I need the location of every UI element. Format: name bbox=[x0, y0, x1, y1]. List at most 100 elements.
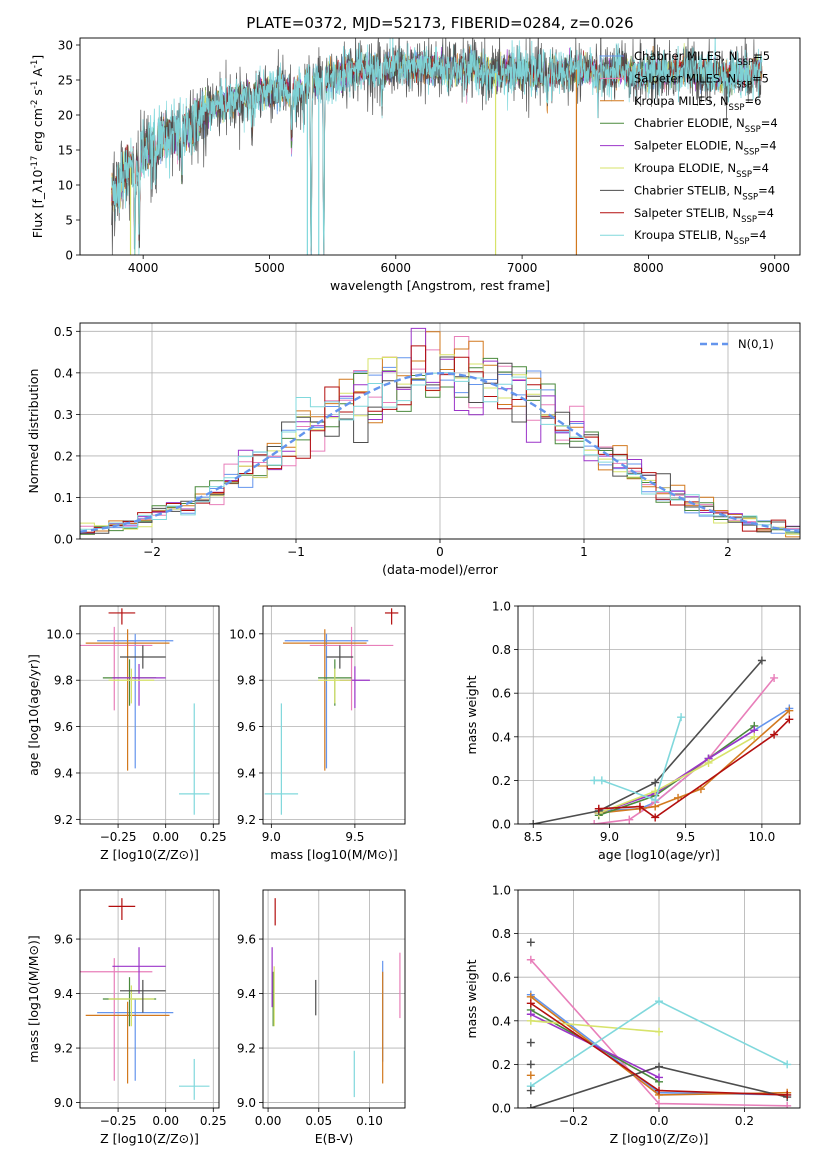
weight-marker bbox=[597, 776, 606, 785]
stacked-marker-3 bbox=[526, 1071, 535, 1080]
legend-label-0: Chabrier MILES, NSSP​=5 bbox=[634, 49, 770, 68]
weight-marker bbox=[770, 730, 779, 739]
plot-area-weight-vs-Z bbox=[526, 938, 792, 1108]
stacked-marker-2 bbox=[526, 1060, 535, 1069]
panels-layer: 4000 5000 6000 7000 8000 9000051015202530wave… bbox=[26, 37, 801, 1146]
y-tick-label: 0.5 bbox=[54, 325, 73, 339]
reference-legend-label: N(0,1) bbox=[738, 337, 774, 351]
y-axis-label: mass weight bbox=[464, 959, 479, 1038]
y-tick-label: 1.0 bbox=[492, 884, 511, 898]
panel-spectrum: 4000 5000 6000 7000 8000 9000 0 5 10 15 20 25 30 wave… bbox=[30, 37, 801, 293]
panel-residuals: −2 −1 0 1 2 0.0 0.1 0.2 0.3 0.4 0.5 (data-model)/er… bbox=[26, 322, 801, 577]
weight-marker bbox=[783, 1060, 792, 1069]
axes-frame bbox=[517, 889, 801, 1109]
x-axis-label: (data-model)/error bbox=[382, 562, 499, 577]
y-tick-label: 9.6 bbox=[237, 720, 256, 734]
histogram-step-7 bbox=[80, 345, 800, 533]
panel-weight-vs-Z: −0.2 0.0 0.2 0.0 0.2 0.4 0.6 0.8 1.0 Z [log10(Z/Z… bbox=[464, 884, 801, 1146]
plot-area-mass-vs-Z bbox=[80, 898, 210, 1100]
x-tick-label: 9.0 bbox=[262, 830, 281, 844]
legend-label-8: Kroupa STELIB, NSSP​=4 bbox=[634, 228, 766, 247]
y-tick-label: 0.6 bbox=[492, 687, 511, 701]
x-tick-label: 9000 bbox=[759, 261, 790, 275]
x-tick-label: 7000 bbox=[507, 261, 538, 275]
x-tick-label: 9.0 bbox=[600, 830, 619, 844]
weight-marker bbox=[785, 706, 794, 715]
x-tick-label: 0.2 bbox=[735, 1114, 754, 1128]
y-tick-label: 9.4 bbox=[237, 987, 256, 1001]
weight-marker bbox=[526, 999, 535, 1008]
legend-label-4: Salpeter ELODIE, NSSP​=4 bbox=[634, 139, 777, 158]
y-tick-label: 9.6 bbox=[54, 933, 73, 947]
weight-marker bbox=[590, 776, 599, 785]
y-tick-label: 9.0 bbox=[237, 1096, 256, 1110]
x-tick-label: 2 bbox=[724, 545, 732, 559]
weight-marker bbox=[655, 1086, 663, 1095]
plot-area-weight-vs-age bbox=[529, 656, 794, 824]
weight-line-5 bbox=[530, 1020, 660, 1033]
y-tick-label: 0.0 bbox=[492, 818, 511, 832]
weight-marker bbox=[655, 997, 663, 1006]
axes-frame bbox=[79, 889, 220, 1109]
legend-label-3: Chabrier ELODIE, NSSP​=4 bbox=[634, 116, 778, 135]
y-axis-label: mass [log10(M/M⊙)] bbox=[26, 935, 41, 1063]
x-axis-label: mass [log10(M/M⊙)] bbox=[270, 847, 398, 862]
x-tick-label: −0.25 bbox=[100, 830, 137, 844]
y-axis-label: Normed distribution bbox=[26, 369, 41, 494]
y-tick-label: 30 bbox=[58, 39, 73, 53]
y-tick-label: 0.1 bbox=[54, 491, 73, 505]
y-axis-label: Flux [f_λ10-17​ erg cm-2​ s-1​ A-1​] bbox=[30, 55, 45, 239]
y-tick-label: 9.0 bbox=[54, 1096, 73, 1110]
weight-marker bbox=[651, 778, 660, 787]
normal-reference-curve bbox=[80, 372, 800, 533]
weight-marker bbox=[651, 796, 660, 805]
x-tick-label: 9.5 bbox=[676, 830, 695, 844]
y-tick-label: 0.0 bbox=[54, 533, 73, 547]
y-tick-label: 0.0 bbox=[492, 1102, 511, 1116]
weight-marker bbox=[750, 732, 759, 741]
spectrum-line-8 bbox=[111, 38, 763, 255]
weight-marker bbox=[526, 1104, 535, 1108]
weight-marker bbox=[704, 758, 713, 767]
y-tick-label: 9.6 bbox=[54, 720, 73, 734]
plot-area-age-vs-mass bbox=[264, 608, 399, 815]
y-tick-label: 0.2 bbox=[492, 774, 511, 788]
plot-area-residuals bbox=[80, 327, 800, 538]
weight-line-4 bbox=[598, 729, 755, 814]
weight-marker bbox=[674, 793, 683, 802]
y-tick-label: 10.0 bbox=[229, 627, 256, 641]
y-axis-label: age [log10(age/yr)] bbox=[26, 654, 41, 776]
y-tick-label: 15 bbox=[58, 144, 73, 158]
y-tick-label: 9.4 bbox=[54, 987, 73, 1001]
y-tick-label: 0.3 bbox=[54, 408, 73, 422]
x-tick-label: −0.2 bbox=[559, 1114, 588, 1128]
y-tick-label: 1.0 bbox=[492, 600, 511, 614]
x-tick-label: 5000 bbox=[254, 261, 285, 275]
x-tick-label: 0.00 bbox=[152, 830, 179, 844]
legend-label-5: Kroupa ELODIE, NSSP​=4 bbox=[634, 161, 769, 180]
y-tick-label: 0.8 bbox=[492, 643, 511, 657]
figure-title: PLATE=0372, MJD=52173, FIBERID=0284, z=0… bbox=[246, 14, 633, 32]
legend-label-7: Salpeter STELIB, NSSP​=4 bbox=[634, 206, 774, 225]
panel-weight-vs-age: 8.5 9.0 9.5 10.0 0.0 0.2 0.4 0.6 0.8 1.0 age [log1… bbox=[464, 600, 801, 862]
y-tick-label: 9.2 bbox=[54, 1042, 73, 1056]
x-tick-label: 1 bbox=[580, 545, 588, 559]
x-tick-label: 0.05 bbox=[305, 1114, 332, 1128]
y-tick-label: 9.6 bbox=[237, 933, 256, 947]
x-tick-label: 8.5 bbox=[524, 830, 543, 844]
weight-marker bbox=[655, 1073, 663, 1082]
y-tick-label: 0.4 bbox=[492, 1014, 511, 1028]
plot-area-age-vs-Z bbox=[80, 608, 210, 815]
x-tick-label: 9.5 bbox=[345, 830, 364, 844]
weight-marker bbox=[526, 1016, 535, 1025]
panel-mass-vs-EBV: 0.00 0.05 0.10 9.0 9.2 9.4 9.6 E(B-V) bbox=[237, 889, 406, 1146]
stacked-marker-1 bbox=[526, 1038, 535, 1047]
weight-marker bbox=[757, 656, 766, 665]
plot-area-mass-vs-EBV bbox=[271, 898, 401, 1098]
x-axis-label: Z [log10(Z/Z⊙)] bbox=[610, 1131, 709, 1146]
weight-marker bbox=[594, 804, 603, 813]
x-tick-label: 6000 bbox=[381, 261, 412, 275]
x-tick-label: −0.25 bbox=[100, 1114, 137, 1128]
weight-marker bbox=[677, 713, 686, 722]
y-tick-label: 0.8 bbox=[492, 927, 511, 941]
